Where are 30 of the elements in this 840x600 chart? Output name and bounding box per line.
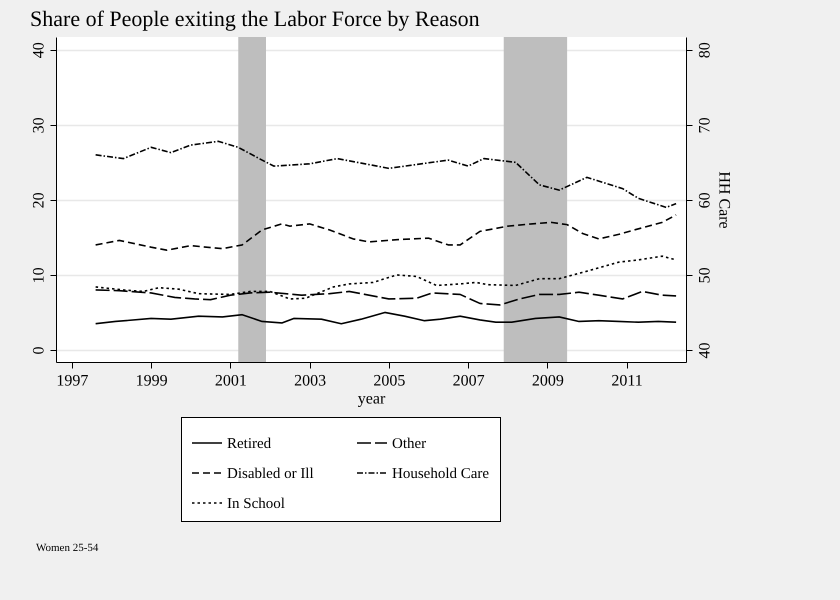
y-tick-label: 30 xyxy=(30,117,48,134)
legend-label: Household Care xyxy=(392,466,490,482)
y-tick-label: 20 xyxy=(30,192,48,208)
text: Women 25-54 xyxy=(36,542,99,554)
y-tick-label: 10 xyxy=(30,267,48,284)
x-tick-label: 1999 xyxy=(136,372,168,390)
line-series xyxy=(94,140,677,208)
legend-label: In School xyxy=(227,496,285,512)
line-series xyxy=(94,214,677,251)
line-series xyxy=(94,312,677,325)
legend-label: Disabled or Ill xyxy=(227,466,314,482)
y2-axis-title: HH Care xyxy=(716,171,732,229)
x-axis-title: year xyxy=(358,390,386,408)
x-tick-label: 2003 xyxy=(294,372,326,390)
y2-tick-label: 80 xyxy=(696,42,714,58)
legend-label: Retired xyxy=(227,436,272,452)
y2-tick-label: 60 xyxy=(696,192,714,208)
chart-title: Share of People exiting the Labor Force by Reason xyxy=(30,6,480,31)
y-tick-label: 40 xyxy=(30,42,48,58)
y-tick-label: 0 xyxy=(30,346,48,354)
x-tick-label: 2011 xyxy=(611,372,643,390)
x-tick-label: 2005 xyxy=(373,372,406,390)
y2-tick-label: 50 xyxy=(696,267,714,284)
y2-tick-label: 40 xyxy=(696,342,714,358)
y2-tick-label: 70 xyxy=(696,117,714,134)
legend-label: Other xyxy=(392,436,426,452)
x-tick-label: 2009 xyxy=(532,372,564,390)
x-tick-label: 2001 xyxy=(214,372,247,390)
x-tick-label: 1997 xyxy=(56,372,88,390)
x-tick-label: 2007 xyxy=(452,372,485,390)
